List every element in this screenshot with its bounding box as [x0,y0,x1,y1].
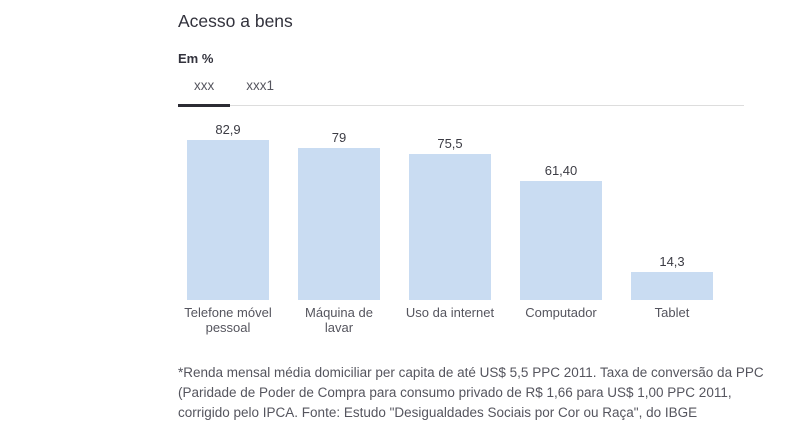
bar-value-label: 75,5 [437,136,463,151]
bar-group: 82,9 Telefone móvel pessoal [184,122,271,338]
bar-category-label: Computador [525,305,597,320]
bar-group: 61,40 Computador [520,163,602,338]
bar-chart: 82,9 Telefone móvel pessoal 79 Máquina de l… [178,122,808,338]
bar-group: 79 Máquina de lavar [298,130,380,338]
bar-category-label: Tablet [654,305,690,320]
tab-bar: xxx xxx1 [178,78,744,107]
tab-xxx[interactable]: xxx [178,78,231,107]
bar[interactable] [298,148,380,300]
bar[interactable] [631,272,713,300]
bar-value-label: 79 [331,130,347,145]
page-title: Acesso a bens [178,11,293,31]
bar-category-label: Máquina de lavar [305,305,373,335]
bar[interactable] [520,181,602,300]
bar-category-label: Telefone móvel pessoal [184,305,272,335]
unit-label: Em % [178,51,214,66]
bar-value-label: 61,40 [544,163,578,178]
bar-group: 14,3 Tablet [631,254,713,338]
tab-xxx1[interactable]: xxx1 [230,78,290,105]
bar-value-label: 14,3 [659,254,685,269]
footnote: *Renda mensal média domiciliar per capit… [178,365,764,420]
bar-value-label: 82,9 [215,122,241,137]
bar-group: 75,5 Uso da internet [406,136,494,338]
bar[interactable] [409,154,491,300]
bar-category-label: Uso da internet [405,305,495,320]
bar[interactable] [187,140,269,300]
bar-chart-bars: 82,9 Telefone móvel pessoal 79 Máquina de l… [178,122,808,338]
